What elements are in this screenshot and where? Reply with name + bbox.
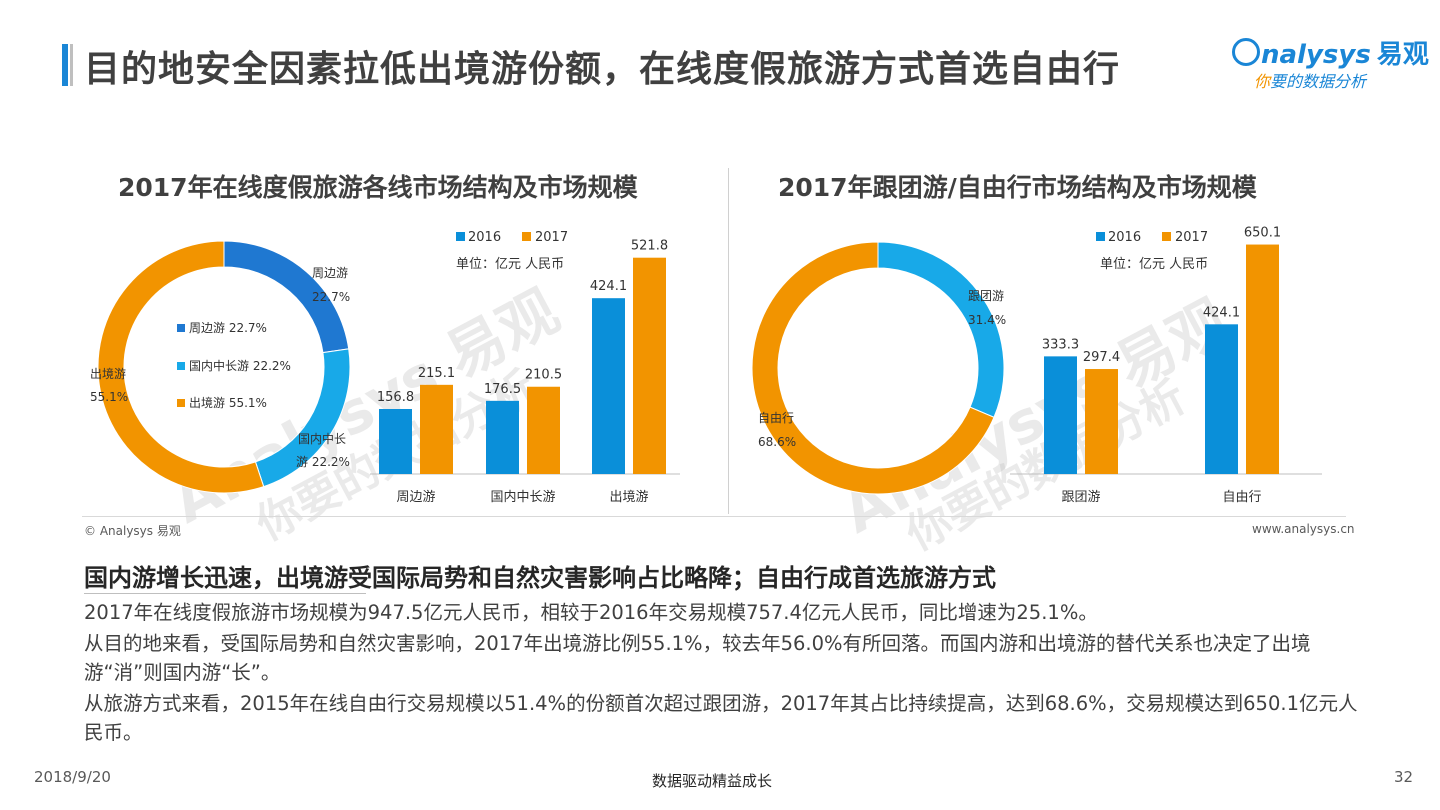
summary-paragraph-1: 2017年在线度假旅游市场规模为947.5亿元人民币，相较于2016年交易规模7…	[84, 601, 1098, 624]
right-donut-slices	[751, 241, 1005, 495]
bar-value-label: 650.1	[1244, 226, 1281, 241]
analysys-logo: nalysys 易观 你要的数据分析	[1232, 34, 1429, 94]
bar-2016-0	[1044, 356, 1077, 474]
logo-a-icon	[1232, 38, 1260, 66]
chart-divider	[728, 168, 729, 514]
right-chart-title: 2017年跟团游/自由行市场结构及市场规模	[778, 173, 1257, 202]
slice-label-ziyou-pct: 68.6%	[758, 435, 796, 449]
x-tick-label: 出境游	[609, 490, 648, 505]
bar-2016-2	[592, 298, 625, 474]
footer-date: 2018/9/20	[34, 768, 111, 786]
bar-value-label: 215.1	[418, 366, 455, 381]
legend-label-chujing: 出境游 55.1%	[189, 395, 267, 410]
slice-label-guonei-name-2: 游 22.2%	[296, 455, 350, 469]
legend-swatch-zhoubian	[177, 324, 185, 332]
bar-legend-swatch-2016-right	[1096, 232, 1105, 241]
title-accent-bar-secondary	[70, 44, 73, 86]
bar-value-label: 333.3	[1042, 337, 1079, 352]
right-bar-chart: 2016 2017 单位：亿元 人民币 333.3 297.4 跟团游 424.1 65…	[1010, 226, 1322, 505]
right-donut-chart: 跟团游 31.4% 自由行 68.6%	[751, 241, 1006, 495]
legend-label-guonei: 国内中长游 22.2%	[189, 358, 291, 373]
left-donut-chart: 周边游 22.7% 国内中长游 22.2% 出境游 55.1% 周边游 22.7…	[90, 240, 351, 494]
slice-label-zhoubian-name: 周边游	[312, 266, 348, 280]
legend-label-zhoubian: 周边游 22.7%	[189, 321, 267, 335]
bar-value-label: 156.8	[377, 390, 414, 405]
summary-underline	[84, 593, 366, 594]
bar-legend-swatch-2017	[522, 232, 531, 241]
slice-label-chujing-pct: 55.1%	[90, 390, 128, 404]
bar-value-label: 176.5	[484, 382, 521, 397]
footer-slogan: 数据驱动精益成长	[652, 772, 773, 790]
slice-label-gentuan-pct: 31.4%	[968, 313, 1006, 327]
logo-slogan-rest: 要的数据分析	[1270, 72, 1367, 91]
left-bars-group: 156.8 215.1 周边游 176.5 210.5 国内中长游 424.1 521.8 出境…	[370, 239, 680, 505]
slice-label-gentuan-name: 跟团游	[968, 289, 1004, 303]
bar-2016-1	[1205, 324, 1238, 474]
logo-slogan-first: 你	[1254, 72, 1271, 91]
bar-unit-label-right: 单位：亿元 人民币	[1100, 257, 1208, 272]
bar-value-label: 297.4	[1083, 350, 1120, 365]
legend-swatch-guonei	[177, 362, 185, 370]
x-tick-label: 自由行	[1222, 490, 1261, 505]
bar-legend-2016: 2016	[468, 230, 501, 245]
bar-legend-swatch-2017-right	[1162, 232, 1171, 241]
slice-label-guonei-name-1: 国内中长	[298, 431, 346, 446]
left-chart-title: 2017年在线度假旅游各线市场结构及市场规模	[118, 173, 638, 202]
x-tick-label: 国内中长游	[490, 489, 555, 505]
legend-swatch-chujing	[177, 399, 185, 407]
bar-2017-2	[633, 257, 666, 474]
bar-2017-0	[1085, 369, 1118, 474]
donut-slice-gentuan	[877, 241, 1005, 418]
logo-slogan: 你要的数据分析	[1254, 68, 1366, 92]
title-accent-bar	[62, 44, 68, 86]
donut-slice-chujing	[97, 240, 265, 494]
logo-brand: nalysys 易观	[1232, 34, 1429, 71]
bar-value-label: 521.8	[631, 239, 668, 254]
left-bar-chart: 2016 2017 单位：亿元 人民币 156.8 215.1 周边游 176.5 21…	[370, 230, 680, 505]
bar-2017-0	[420, 384, 453, 474]
bar-value-label: 424.1	[590, 279, 627, 294]
source-divider	[82, 516, 1346, 517]
donut-slice-ziyou	[751, 241, 995, 495]
copyright-text: © Analysys 易观	[84, 524, 181, 538]
website-link[interactable]: www.analysys.cn	[1252, 522, 1355, 536]
summary-paragraph-2: 从目的地来看，受国际局势和自然灾害影响，2017年出境游比例55.1%，较去年5…	[84, 632, 1311, 684]
slice-label-zhoubian-pct: 22.7%	[312, 290, 350, 304]
bar-2017-1	[527, 386, 560, 474]
right-bars-group: 333.3 297.4 跟团游 424.1 650.1 自由行	[1010, 226, 1322, 505]
bar-value-label: 424.1	[1203, 305, 1240, 320]
slice-label-ziyou-name: 自由行	[758, 411, 794, 425]
bar-2017-1	[1246, 244, 1279, 474]
bar-2016-0	[379, 408, 412, 474]
bar-legend-swatch-2016	[456, 232, 465, 241]
x-tick-label: 周边游	[396, 490, 435, 505]
bar-value-label: 210.5	[525, 368, 562, 383]
bar-legend-2017: 2017	[535, 230, 568, 245]
page-title: 目的地安全因素拉低出境游份额，在线度假旅游方式首选自由行	[84, 49, 1121, 90]
bar-legend-2016-right: 2016	[1108, 230, 1141, 245]
summary-title: 国内游增长迅速，出境游受国际局势和自然灾害影响占比略降；自由行成首选旅游方式	[84, 564, 996, 592]
page-number: 32	[1394, 768, 1414, 786]
bar-2016-1	[486, 400, 519, 474]
slice-label-chujing-name: 出境游	[90, 366, 126, 381]
logo-brand-cn: 易观	[1376, 40, 1429, 70]
bar-unit-label: 单位：亿元 人民币	[456, 257, 564, 272]
summary-paragraph-3: 从旅游方式来看，2015年在线自由行交易规模以51.4%的份额首次超过跟团游，2…	[84, 692, 1358, 744]
x-tick-label: 跟团游	[1061, 490, 1100, 505]
logo-brand-text: nalysys	[1261, 40, 1371, 70]
bar-legend-2017-right: 2017	[1175, 230, 1208, 245]
left-donut-slices	[97, 240, 351, 494]
